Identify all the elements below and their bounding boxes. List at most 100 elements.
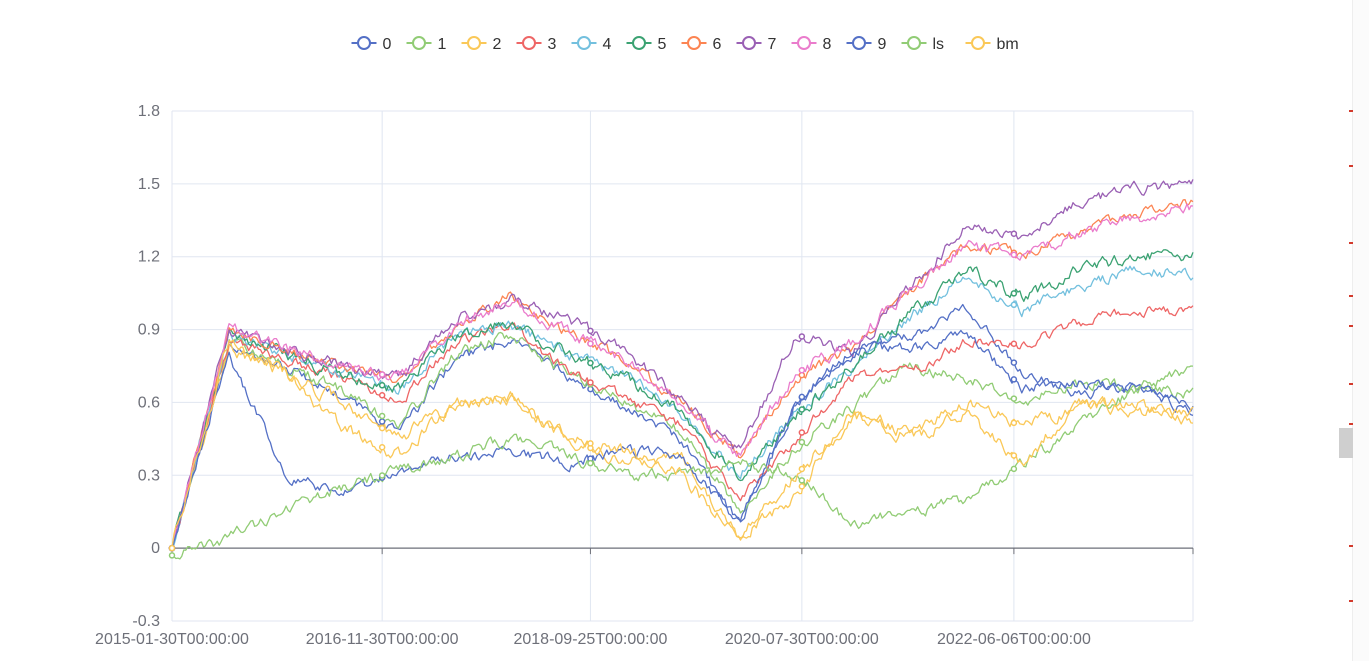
series-point-ls — [1010, 465, 1018, 473]
scroll-marker — [1349, 295, 1353, 297]
series-point-8 — [798, 367, 806, 374]
y-tick-label: 0.9 — [138, 322, 160, 339]
legend-marker — [907, 36, 921, 50]
legend-item-5[interactable]: 5 — [626, 36, 667, 53]
legend-marker — [971, 36, 985, 50]
legend-label: bm — [997, 36, 1019, 53]
series-point-ls — [798, 477, 806, 484]
legend-item-8[interactable]: 8 — [791, 36, 832, 53]
scroll-marker — [1349, 242, 1353, 244]
legend-item-9[interactable]: 9 — [846, 36, 887, 53]
legend-item-0[interactable]: 0 — [351, 36, 392, 53]
series-point-9 — [798, 393, 806, 401]
x-tick-label: 2015-01-30T00:00:00 — [95, 631, 249, 648]
series-point-0 — [378, 418, 386, 425]
series-point-5 — [798, 406, 806, 413]
series-point-ls — [587, 459, 594, 467]
series-point-3 — [378, 392, 386, 399]
x-axis-ticks: 2015-01-30T00:00:00 2016-11-30T00:00:00 20… — [95, 631, 1091, 648]
scroll-marker — [1349, 110, 1353, 112]
series-line-2 — [171, 343, 1194, 549]
scroll-marker — [1349, 545, 1353, 547]
series-point-2 — [1010, 419, 1018, 427]
series-point-5 — [1010, 290, 1018, 297]
series-line-3 — [171, 305, 1194, 549]
legend-item-3[interactable]: 3 — [516, 36, 557, 53]
series-line-8 — [171, 203, 1194, 549]
series-point-9 — [1010, 376, 1018, 383]
series-point-bm — [587, 440, 594, 447]
x-tick-label: 2016-11-30T00:00:00 — [306, 631, 459, 648]
series-point-3 — [798, 429, 806, 436]
legend-item-4[interactable]: 4 — [571, 36, 612, 53]
y-tick-label: -0.3 — [132, 613, 160, 630]
legend-marker — [357, 36, 371, 50]
legend-label: 2 — [493, 36, 502, 53]
series-point-2 — [798, 483, 806, 490]
legend-item-7[interactable]: 7 — [736, 36, 777, 53]
legend-label: 9 — [878, 36, 887, 53]
legend[interactable]: 0 1 2 3 4 5 6 7 8 9 ls bm — [351, 36, 1019, 53]
legend-label: 0 — [383, 36, 392, 53]
series-point-bm — [1010, 452, 1018, 459]
series-point-4 — [1010, 301, 1018, 309]
legend-marker — [742, 36, 756, 50]
series-point-0 — [1010, 359, 1018, 366]
legend-item-2[interactable]: 2 — [461, 36, 502, 53]
series-point-ls — [168, 552, 176, 559]
legend-label: 5 — [658, 36, 667, 53]
series-point-8 — [1010, 251, 1018, 259]
legend-marker — [522, 36, 536, 50]
y-tick-label: 1.2 — [138, 249, 160, 266]
series-point-bm — [798, 465, 806, 473]
series-line-ls — [171, 365, 1194, 560]
legend-item-1[interactable]: 1 — [406, 36, 447, 53]
series-point-8 — [378, 371, 386, 378]
legend-marker — [797, 36, 811, 50]
x-tick-label: 2018-09-25T00:00:00 — [513, 631, 667, 648]
legend-marker — [687, 36, 701, 50]
scroll-marker — [1349, 383, 1353, 385]
y-tick-label: 1.8 — [138, 103, 160, 120]
series-line-1 — [171, 331, 1194, 549]
legend-marker — [467, 36, 481, 50]
series-point-1 — [798, 438, 806, 446]
series-point-5 — [587, 359, 594, 367]
legend-item-6[interactable]: 6 — [681, 36, 722, 53]
legend-label: 3 — [548, 36, 557, 53]
legend-item-bm[interactable]: bm — [965, 36, 1019, 53]
legend-label: 4 — [603, 36, 612, 53]
y-axis-ticks: 1.8 1.5 1.2 0.9 0.6 0.3 0 -0.3 — [132, 103, 160, 630]
y-tick-label: 0.3 — [138, 467, 160, 484]
legend-label: 8 — [823, 36, 832, 53]
x-axis — [171, 547, 1194, 555]
legend-marker — [632, 36, 646, 50]
y-tick-label: 0 — [151, 540, 160, 557]
series-line-bm — [171, 339, 1194, 549]
series-point-3 — [587, 379, 594, 386]
y-tick-label: 1.5 — [138, 176, 160, 193]
legend-item-ls[interactable]: ls — [901, 36, 945, 53]
scroll-marker — [1349, 325, 1353, 327]
scrollbar-track[interactable] — [1352, 0, 1369, 661]
legend-marker — [412, 36, 426, 50]
series-line-9 — [171, 329, 1194, 549]
series-point-1 — [378, 412, 386, 420]
series-line-0 — [171, 303, 1194, 549]
x-tick-label: 2020-07-30T00:00:00 — [725, 631, 879, 648]
series-line-5 — [171, 249, 1194, 549]
series-point-3 — [1010, 340, 1018, 348]
legend-label: 1 — [438, 36, 447, 53]
x-tick-label: 2022-06-06T00:00:00 — [937, 631, 1091, 648]
scroll-marker — [1349, 165, 1353, 167]
y-tick-label: 0.6 — [138, 394, 160, 411]
series-point-bm — [378, 424, 386, 432]
legend-marker — [577, 36, 591, 50]
scrollbar-thumb[interactable] — [1339, 428, 1353, 458]
legend-marker — [852, 36, 866, 50]
series-lines — [171, 179, 1194, 560]
scroll-marker — [1349, 423, 1353, 425]
legend-label: 7 — [768, 36, 777, 53]
legend-label: 6 — [713, 36, 722, 53]
